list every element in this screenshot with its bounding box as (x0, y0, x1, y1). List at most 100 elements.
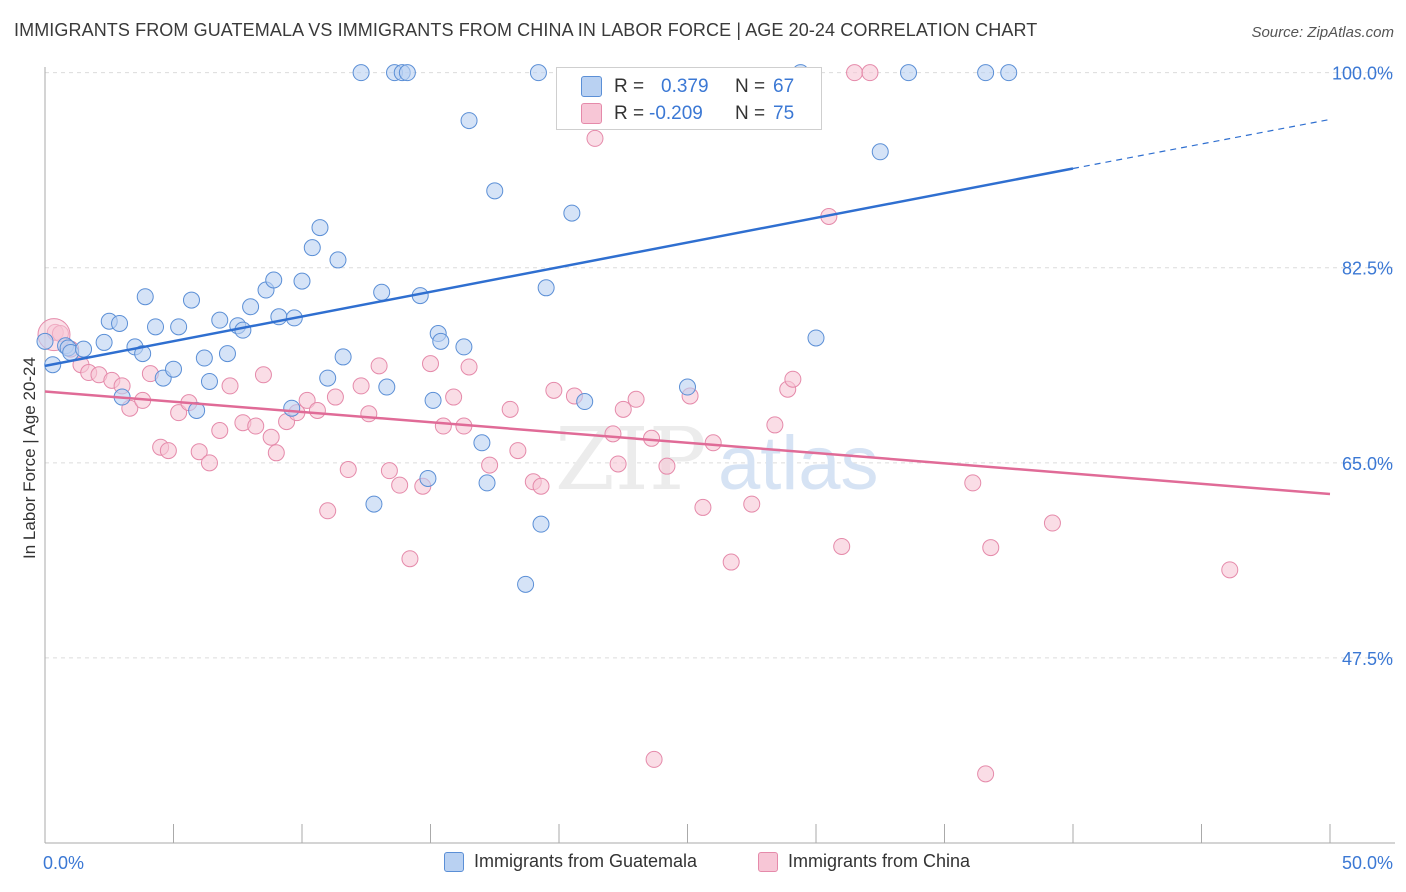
chart-title: IMMIGRANTS FROM GUATEMALA VS IMMIGRANTS … (14, 20, 1038, 40)
guatemala-point (170, 318, 188, 336)
y-tick-label: 100.0% (1332, 64, 1393, 84)
legend-swatch-guatemala (444, 851, 464, 872)
china-point (586, 129, 604, 147)
guatemala-point (334, 348, 352, 366)
tick-labels: 100.0% 82.5% 65.0% 47.5% 0.0% 50.0% (43, 64, 1393, 873)
guatemala-point (378, 378, 396, 396)
trend-line-guatemala-extension (1072, 118, 1331, 170)
guatemala-point (147, 318, 165, 336)
legend-label-china: Immigrants from China (788, 851, 971, 871)
trend-lines (44, 118, 1331, 496)
china-point (339, 461, 357, 479)
china-point (308, 401, 326, 419)
y-tick-label: 65.0% (1342, 454, 1393, 474)
guatemala-point (807, 329, 825, 347)
guatemala-point (265, 271, 283, 289)
china-point (627, 390, 645, 408)
y-tick-label: 82.5% (1342, 259, 1393, 279)
stats-r-value: -0.209 (649, 103, 703, 124)
guatemala-point (111, 314, 129, 332)
china-point (190, 443, 208, 461)
china-point (982, 539, 1000, 557)
china-point (645, 750, 663, 768)
legend-item-china[interactable]: Immigrants from China (758, 851, 970, 872)
guatemala-point (165, 360, 182, 378)
guatemala-point (311, 219, 329, 237)
legend-item-guatemala[interactable]: Immigrants from Guatemala (444, 851, 697, 872)
guatemala-point (329, 251, 347, 269)
guatemala-point (473, 434, 491, 452)
guatemala-point (36, 332, 54, 350)
china-point (211, 422, 229, 440)
guatemala-point (460, 112, 478, 130)
china-point (481, 456, 499, 474)
guatemala-point (75, 340, 93, 358)
china-point (1221, 561, 1239, 579)
stats-swatch-guatemala (581, 76, 602, 97)
guatemala-point (529, 64, 547, 82)
legend-label-guatemala: Immigrants from Guatemala (474, 851, 698, 871)
china-point (604, 425, 622, 443)
source-credit: Source: ZipAtlas.com (1251, 24, 1394, 41)
china-point (743, 495, 761, 513)
china-point (352, 377, 370, 395)
guatemala-point (319, 369, 337, 387)
watermark-atlas: atlas (718, 421, 879, 506)
china-point (445, 388, 463, 406)
stats-n-label: N = (735, 103, 766, 124)
stats-n-value: 67 (773, 76, 795, 97)
china-point (200, 454, 218, 472)
guatemala-point (373, 283, 391, 301)
series-guatemala-points (36, 64, 1018, 593)
china-point (509, 442, 527, 460)
stats-row-guatemala: R = 0.379 N = 67 (557, 73, 821, 101)
guatemala-point (303, 239, 321, 257)
stats-n-label: N = (735, 76, 766, 97)
china-point (298, 391, 316, 409)
guatemala-point (211, 311, 229, 329)
guatemala-point (486, 182, 504, 200)
gridlines (45, 72, 1395, 659)
stats-n-value: 75 (773, 103, 795, 124)
china-point (545, 381, 563, 399)
guatemala-point (242, 298, 260, 316)
china-point (766, 416, 784, 434)
china-point (262, 428, 280, 446)
china-point (609, 455, 627, 473)
guatemala-point (419, 469, 437, 487)
china-point (370, 357, 388, 375)
china-point (254, 366, 272, 384)
china-point (532, 477, 550, 495)
stats-legend: R = 0.379 N = 67 R = -0.209 N = 75 (556, 67, 822, 130)
trend-line-china (44, 390, 1331, 496)
china-point (658, 457, 676, 475)
guatemala-point (1000, 64, 1018, 82)
stats-r-label: R = (614, 76, 645, 97)
y-axis-label: In Labor Force | Age 20-24 (20, 357, 39, 559)
guatemala-point (182, 291, 200, 309)
axes (44, 67, 1395, 844)
china-point (360, 405, 378, 423)
china-point (614, 400, 632, 418)
china-point (401, 550, 419, 568)
guatemala-point (679, 378, 696, 396)
china-point (221, 377, 239, 395)
china-point (977, 765, 995, 783)
china-point (326, 388, 344, 406)
china-point (784, 370, 802, 388)
guatemala-point (432, 332, 450, 350)
guatemala-point (95, 333, 113, 351)
china-point (380, 462, 398, 480)
x-tick-label: 0.0% (43, 853, 84, 873)
guatemala-point (398, 64, 416, 82)
guatemala-point (134, 345, 152, 363)
stats-r-label: R = (614, 103, 645, 124)
china-point (704, 434, 722, 452)
china-point (833, 537, 851, 555)
stats-swatch-china (581, 103, 602, 124)
china-point (460, 358, 478, 376)
guatemala-point (563, 204, 581, 222)
guatemala-point (283, 399, 301, 417)
guatemala-point (900, 64, 918, 82)
